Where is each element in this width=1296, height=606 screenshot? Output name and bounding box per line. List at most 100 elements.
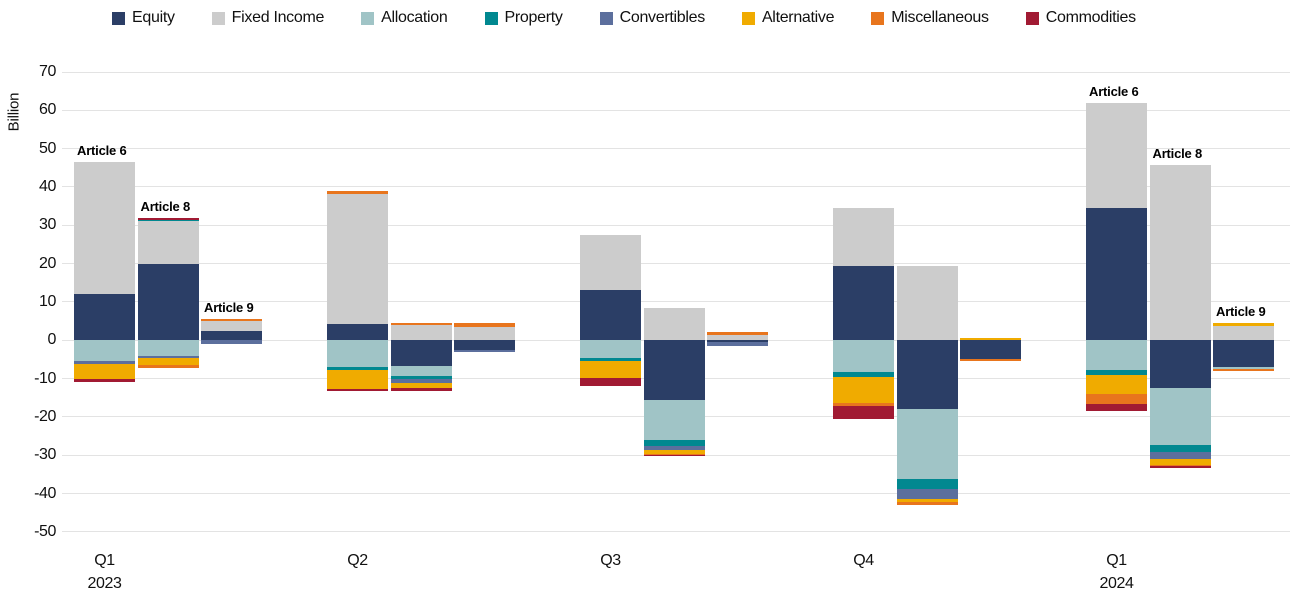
- bar-segment: [707, 334, 768, 341]
- legend-label: Equity: [132, 9, 175, 26]
- bar-segment: [707, 340, 768, 342]
- bar-segment: [580, 290, 641, 341]
- bar-segment: [390, 379, 452, 384]
- bar-segment: [327, 193, 388, 324]
- bar-segment: [707, 332, 768, 335]
- bar-segment: [137, 355, 199, 359]
- bar-segment: [390, 383, 452, 388]
- bar-segment: [643, 450, 705, 454]
- legend-label: Allocation: [381, 9, 448, 26]
- bar-segment: [1149, 466, 1211, 468]
- bar-segment: [833, 340, 894, 373]
- bar-segment: [1086, 375, 1147, 395]
- bar-segment: [390, 340, 452, 366]
- bar-segment: [390, 387, 452, 391]
- bar-segment: [1149, 165, 1211, 341]
- gridline: [62, 493, 1290, 495]
- chart-legend: Equity Fixed Income Allocation Property Conv…: [112, 7, 1136, 29]
- x-axis-label: Q1 2024: [1099, 552, 1134, 592]
- legend-label: Fixed Income: [231, 9, 325, 26]
- bar-segment: [833, 372, 894, 377]
- bar-segment: [1213, 340, 1274, 368]
- y-tick-label: -40: [34, 484, 56, 502]
- bar-segment: [74, 361, 135, 365]
- bar-segment: [643, 340, 705, 400]
- y-tick-label: 40: [39, 177, 56, 195]
- bar-segment: [137, 358, 199, 365]
- x-axis-label: Q2: [347, 552, 368, 569]
- bar-segment: [1086, 370, 1147, 376]
- gridline: [62, 263, 1290, 265]
- bar-segment: [327, 190, 388, 194]
- bar-segment: [1149, 452, 1211, 459]
- y-tick-label: 60: [39, 101, 56, 119]
- x-axis-label: Q4: [853, 552, 874, 569]
- x-axis-label: Q1 2023: [87, 552, 122, 592]
- bar-segment: [454, 326, 515, 341]
- y-axis-title: Billion: [5, 92, 23, 132]
- bar-segment: [896, 498, 958, 503]
- bar-segment: [74, 364, 135, 379]
- bar-segment: [896, 488, 958, 499]
- bar-segment: [960, 338, 1021, 341]
- legend-label: Miscellaneous: [891, 9, 989, 26]
- bar-segment: [1213, 323, 1274, 327]
- y-tick-label: -30: [34, 446, 56, 464]
- legend-item: Miscellaneous: [871, 9, 989, 27]
- bar-segment: [1086, 340, 1147, 371]
- bar-segment: [327, 340, 388, 368]
- bar-segment: [580, 361, 641, 378]
- bar-segment: [137, 219, 199, 222]
- bar-segment: [960, 340, 1021, 359]
- bar-segment: [896, 408, 958, 479]
- bar-segment: [896, 502, 958, 506]
- bar-segment: [1149, 444, 1211, 453]
- bar-segment: [643, 307, 705, 341]
- bar-segment: [201, 340, 262, 345]
- bar-segment: [1086, 394, 1147, 404]
- y-tick-label: 50: [39, 139, 56, 157]
- bar-segment: [1149, 458, 1211, 465]
- legend-swatch-icon: [741, 11, 755, 25]
- legend-item: Property: [484, 9, 563, 27]
- legend-item: Allocation: [361, 9, 448, 27]
- bar-segment: [1086, 403, 1147, 412]
- bar-annotation: Article 9: [1216, 304, 1266, 320]
- bar-segment: [643, 454, 705, 457]
- bar-annotation: Article 6: [77, 143, 127, 159]
- bar-segment: [896, 478, 958, 489]
- legend-item: Equity: [112, 9, 175, 27]
- bar-segment: [327, 323, 388, 341]
- bar-annotation: Article 8: [140, 198, 191, 214]
- y-tick-label: 10: [39, 292, 56, 310]
- legend-label: Property: [504, 9, 563, 26]
- y-tick-label: 30: [39, 216, 56, 234]
- legend-item: Convertibles: [599, 9, 705, 27]
- legend-item: Fixed Income: [211, 9, 325, 27]
- bar-segment: [643, 439, 705, 447]
- bar-segment: [580, 340, 641, 358]
- legend-item: Alternative: [741, 9, 835, 27]
- bar-segment: [833, 265, 894, 341]
- legend-swatch-icon: [599, 11, 613, 25]
- bar-annotation: Article 9: [204, 300, 254, 316]
- bar-segment: [327, 369, 388, 389]
- gridline: [62, 301, 1290, 303]
- bar-segment: [643, 453, 705, 456]
- bar-segment: [643, 399, 705, 440]
- bar-segment: [1086, 208, 1147, 341]
- bar-segment: [643, 446, 705, 451]
- bar-segment: [454, 340, 515, 350]
- bar-segment: [833, 402, 894, 407]
- bar-segment: [1213, 369, 1274, 372]
- bar-segment: [1213, 326, 1274, 341]
- y-tick-label: 20: [39, 254, 56, 272]
- bar-segment: [137, 221, 199, 264]
- bar-segment: [74, 162, 135, 295]
- legend-item: Commodities: [1025, 9, 1136, 27]
- bar-segment: [137, 340, 199, 356]
- bar-segment: [390, 365, 452, 376]
- bar-annotation: Article 6: [1089, 83, 1139, 99]
- bar-segment: [390, 323, 452, 325]
- bar-segment: [137, 263, 199, 341]
